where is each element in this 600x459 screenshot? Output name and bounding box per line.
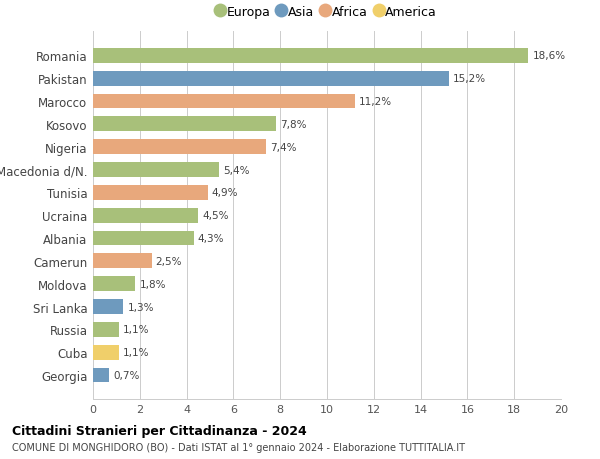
- Text: 0,7%: 0,7%: [113, 370, 140, 380]
- Text: Cittadini Stranieri per Cittadinanza - 2024: Cittadini Stranieri per Cittadinanza - 2…: [12, 425, 307, 437]
- Text: COMUNE DI MONGHIDORO (BO) - Dati ISTAT al 1° gennaio 2024 - Elaborazione TUTTITA: COMUNE DI MONGHIDORO (BO) - Dati ISTAT a…: [12, 442, 465, 452]
- Text: 18,6%: 18,6%: [532, 51, 566, 61]
- Bar: [93, 140, 266, 155]
- Bar: [93, 368, 109, 383]
- Text: 4,5%: 4,5%: [203, 211, 229, 221]
- Text: 4,9%: 4,9%: [212, 188, 238, 198]
- Text: 5,4%: 5,4%: [224, 165, 250, 175]
- Text: 15,2%: 15,2%: [453, 74, 486, 84]
- Bar: [93, 277, 135, 291]
- Text: 7,4%: 7,4%: [271, 142, 297, 152]
- Bar: [93, 72, 449, 86]
- Text: 7,8%: 7,8%: [280, 120, 306, 129]
- Bar: [93, 117, 275, 132]
- Text: 1,1%: 1,1%: [123, 325, 149, 335]
- Text: 2,5%: 2,5%: [156, 256, 182, 266]
- Bar: [93, 185, 208, 200]
- Bar: [93, 49, 528, 64]
- Bar: [93, 299, 124, 314]
- Bar: [93, 163, 220, 178]
- Text: 1,3%: 1,3%: [128, 302, 154, 312]
- Text: 4,3%: 4,3%: [198, 234, 224, 244]
- Bar: [93, 231, 194, 246]
- Text: 1,1%: 1,1%: [123, 347, 149, 358]
- Bar: [93, 208, 198, 223]
- Bar: [93, 254, 151, 269]
- Text: 1,8%: 1,8%: [139, 279, 166, 289]
- Legend: Europa, Asia, Africa, America: Europa, Asia, Africa, America: [217, 6, 437, 18]
- Bar: [93, 345, 119, 360]
- Bar: [93, 322, 119, 337]
- Bar: [93, 95, 355, 109]
- Text: 11,2%: 11,2%: [359, 97, 392, 107]
